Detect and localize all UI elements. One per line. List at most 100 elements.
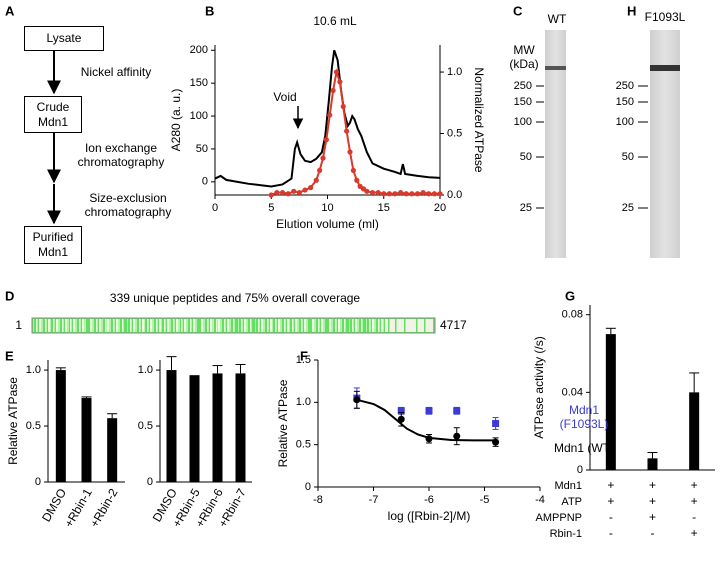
y-tick-label: 1.0 bbox=[138, 364, 153, 376]
coverage-gap bbox=[45, 319, 47, 332]
gel-marker-label: 50 bbox=[622, 151, 634, 163]
data-point bbox=[386, 191, 392, 197]
x-tick-label: 5 bbox=[268, 202, 274, 214]
coverage-gap bbox=[119, 319, 120, 332]
coverage-gap bbox=[292, 319, 294, 332]
x-tick-label: -4 bbox=[535, 494, 545, 506]
coverage-stripe bbox=[424, 319, 426, 332]
coverage-gap bbox=[218, 319, 221, 332]
coverage-gap bbox=[170, 319, 171, 332]
coverage-gap bbox=[284, 319, 286, 332]
annotation: Void bbox=[273, 90, 296, 104]
coverage-gap bbox=[344, 319, 346, 332]
coverage-gap bbox=[196, 319, 197, 332]
gel-band bbox=[545, 66, 566, 70]
flow-edge-label: Size-exclusion chromatography bbox=[84, 191, 172, 219]
data-point bbox=[425, 407, 433, 415]
data-point bbox=[296, 189, 302, 196]
coverage-gap bbox=[281, 319, 282, 332]
coverage-gap bbox=[53, 319, 55, 332]
data-point bbox=[453, 407, 461, 415]
coverage-gap bbox=[79, 319, 81, 332]
gel-marker-label: 100 bbox=[616, 116, 634, 128]
coverage-stripe bbox=[404, 319, 406, 332]
bar bbox=[212, 373, 223, 482]
data-point bbox=[279, 189, 286, 196]
y-tick-label: 0 bbox=[202, 176, 208, 188]
table-cell: + bbox=[649, 510, 656, 524]
coverage-gap bbox=[147, 319, 149, 332]
coverage-gap bbox=[62, 319, 64, 332]
coverage-gap bbox=[173, 319, 175, 332]
coverage-gap bbox=[210, 319, 213, 332]
table-cell: - bbox=[692, 510, 696, 524]
table-row-label: ATP bbox=[561, 496, 582, 508]
coverage-gap bbox=[184, 319, 187, 332]
coverage-gap bbox=[99, 319, 102, 332]
coverage-gap bbox=[216, 319, 218, 332]
gel-marker-label: 250 bbox=[514, 80, 532, 92]
data-point bbox=[431, 191, 437, 197]
coverage-gap bbox=[287, 319, 290, 332]
coverage-gap bbox=[332, 319, 333, 332]
x-tick-label: 10 bbox=[321, 202, 333, 214]
y-tick-label: 150 bbox=[190, 77, 208, 89]
coverage-gap bbox=[113, 319, 115, 332]
x-tick-label: -7 bbox=[369, 494, 379, 506]
y-tick-label: 1.0 bbox=[296, 396, 311, 408]
data-point bbox=[353, 396, 361, 404]
coverage-gap bbox=[127, 319, 128, 332]
y-tick-label: 1.0 bbox=[447, 66, 462, 78]
data-point bbox=[398, 189, 404, 196]
y-tick-label: 50 bbox=[196, 143, 208, 155]
axis-title: ATPase activity (/s) bbox=[532, 336, 546, 438]
panel-label: B bbox=[205, 3, 214, 18]
coverage-gap bbox=[39, 319, 42, 332]
table-row-label: AMPPNP bbox=[536, 512, 582, 524]
coverage-end: 4717 bbox=[440, 318, 467, 332]
table-cell: - bbox=[609, 510, 613, 524]
data-point bbox=[392, 191, 398, 197]
data-point bbox=[409, 191, 415, 197]
table-cell: + bbox=[607, 494, 614, 508]
data-point bbox=[492, 420, 500, 427]
coverage-gap bbox=[167, 319, 170, 332]
data-point bbox=[302, 187, 308, 193]
panel-label: F bbox=[300, 348, 308, 363]
y-tick-label: 0 bbox=[305, 481, 311, 493]
flow-node: Purified Mdn1 bbox=[24, 226, 82, 264]
bar bbox=[107, 418, 118, 482]
coverage-gap bbox=[133, 319, 136, 332]
y-tick-label: 0 bbox=[577, 464, 583, 476]
data-point bbox=[397, 407, 405, 415]
flow-edge-label: Ion exchange chromatography bbox=[77, 141, 165, 169]
bar bbox=[689, 392, 700, 470]
coverage-gap bbox=[179, 319, 180, 332]
x-axis-title: log ([Rbin-2]/M) bbox=[388, 509, 471, 523]
coverage-gap bbox=[107, 319, 110, 332]
y-tick-label: 200 bbox=[190, 44, 208, 56]
flow-node: Crude Mdn1 bbox=[24, 96, 82, 133]
y-tick-label: 1.5 bbox=[296, 354, 311, 366]
table-cell: + bbox=[607, 478, 614, 492]
x-tick-label: -6 bbox=[424, 494, 434, 506]
table-cell: - bbox=[651, 526, 655, 540]
coverage-gap bbox=[110, 319, 111, 332]
legend-entry: Mdn1 (F1093L) bbox=[559, 403, 609, 431]
data-point bbox=[420, 189, 426, 196]
coverage-gap bbox=[261, 319, 264, 332]
coverage-gap bbox=[142, 319, 145, 332]
coverage-start: 1 bbox=[15, 318, 22, 332]
table-cell: + bbox=[691, 494, 698, 508]
coverage-gap bbox=[193, 319, 196, 332]
coverage-gap bbox=[349, 319, 350, 332]
series-line bbox=[214, 49, 441, 188]
data-point bbox=[340, 103, 346, 110]
table-row-label: Mdn1 bbox=[554, 480, 582, 492]
coverage-gap bbox=[258, 319, 260, 332]
data-point bbox=[350, 167, 356, 174]
panel-label: D bbox=[5, 288, 14, 303]
coverage-gap bbox=[204, 319, 205, 332]
y-tick-label: 0.5 bbox=[296, 439, 311, 451]
coverage-gap bbox=[352, 319, 354, 332]
